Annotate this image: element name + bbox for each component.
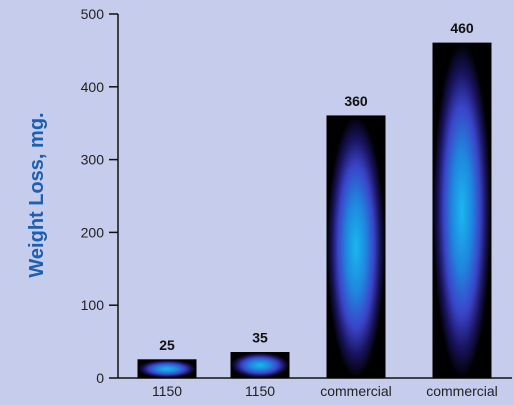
bar-value-label: 360 — [344, 93, 368, 109]
x-category-label: commercial — [320, 383, 392, 399]
y-tick-label: 500 — [81, 6, 105, 22]
y-tick-label: 100 — [81, 297, 105, 313]
x-category-label: 1150 — [152, 383, 182, 399]
y-tick-label: 0 — [96, 370, 104, 386]
y-ticks: 0 100 200 300 400 500 — [81, 6, 118, 386]
x-category-label: commercial — [426, 383, 498, 399]
bars — [137, 42, 492, 379]
y-axis-label: Weight Loss, mg. — [26, 112, 48, 277]
x-category-label: 1150 — [245, 383, 275, 399]
bar — [326, 115, 386, 379]
bar — [230, 352, 290, 379]
bar — [432, 42, 492, 379]
bar — [137, 359, 197, 379]
y-tick-label: 300 — [81, 152, 105, 168]
bar-value-label: 460 — [450, 20, 474, 36]
bar-value-label: 35 — [252, 330, 268, 346]
y-tick-label: 400 — [81, 79, 105, 95]
y-tick-label: 200 — [81, 224, 105, 240]
data-labels: 25 35 360 460 — [159, 20, 474, 353]
bar-value-label: 25 — [159, 337, 175, 353]
category-labels: 1150 1150 commercial commercial — [152, 383, 498, 399]
